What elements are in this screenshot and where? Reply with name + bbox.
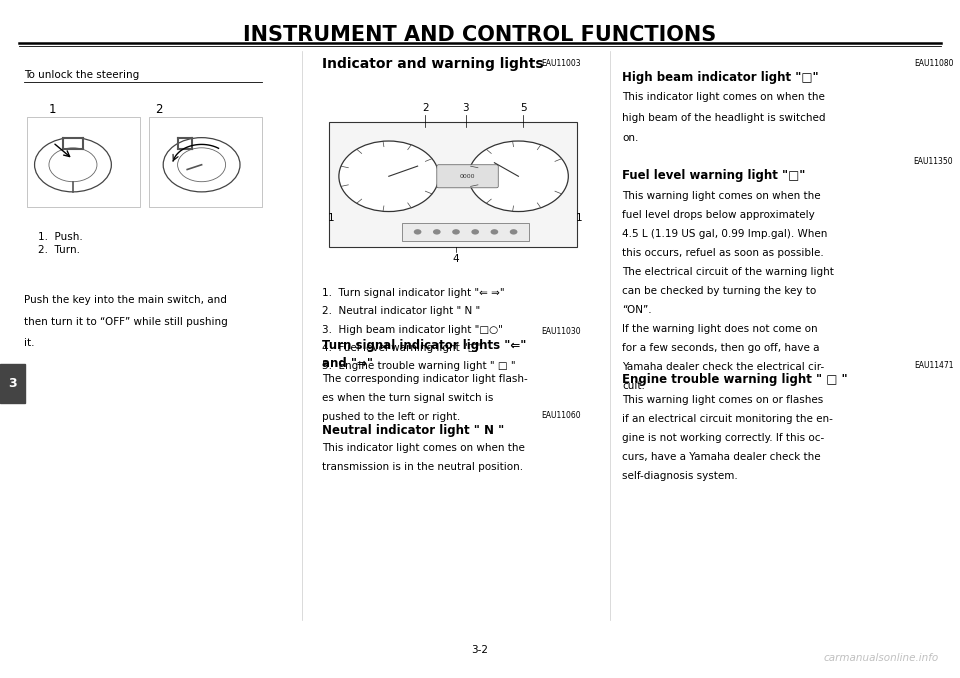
Circle shape [491, 229, 498, 235]
Text: EAU11060: EAU11060 [541, 412, 581, 420]
Text: fuel level drops below approximately: fuel level drops below approximately [622, 210, 815, 220]
Text: Engine trouble warning light " □ ": Engine trouble warning light " □ " [622, 373, 848, 386]
Text: Push the key into the main switch, and: Push the key into the main switch, and [24, 295, 227, 305]
Text: EAU11030: EAU11030 [541, 327, 581, 336]
Text: INSTRUMENT AND CONTROL FUNCTIONS: INSTRUMENT AND CONTROL FUNCTIONS [244, 25, 716, 45]
Text: This warning light comes on when the: This warning light comes on when the [622, 191, 821, 201]
Text: 3: 3 [463, 103, 468, 113]
Text: transmission is in the neutral position.: transmission is in the neutral position. [322, 462, 523, 472]
Text: EAU11471: EAU11471 [914, 361, 953, 370]
Text: 4: 4 [453, 254, 459, 264]
FancyBboxPatch shape [437, 165, 498, 188]
Text: 1.  Push.: 1. Push. [38, 232, 84, 242]
Text: es when the turn signal switch is: es when the turn signal switch is [322, 393, 493, 403]
FancyBboxPatch shape [27, 117, 140, 207]
Text: can be checked by turning the key to: can be checked by turning the key to [622, 286, 816, 296]
Text: 3.  High beam indicator light "□○": 3. High beam indicator light "□○" [322, 325, 502, 335]
Circle shape [510, 229, 517, 235]
Text: curs, have a Yamaha dealer check the: curs, have a Yamaha dealer check the [622, 452, 821, 462]
FancyBboxPatch shape [402, 223, 529, 241]
Text: “ON”.: “ON”. [622, 305, 652, 315]
Text: then turn it to “OFF” while still pushing: then turn it to “OFF” while still pushin… [24, 317, 228, 327]
Text: cuit.: cuit. [622, 381, 645, 391]
Text: This warning light comes on or flashes: This warning light comes on or flashes [622, 395, 824, 405]
Text: self-diagnosis system.: self-diagnosis system. [622, 471, 738, 481]
Text: this occurs, refuel as soon as possible.: this occurs, refuel as soon as possible. [622, 248, 824, 258]
Circle shape [452, 229, 460, 235]
Text: 5.  Engine trouble warning light " □ ": 5. Engine trouble warning light " □ " [322, 361, 516, 372]
Text: This indicator light comes on when the: This indicator light comes on when the [322, 443, 524, 453]
Text: 1.  Turn signal indicator light "⇐ ⇒": 1. Turn signal indicator light "⇐ ⇒" [322, 288, 504, 298]
Text: 1: 1 [49, 103, 57, 117]
FancyBboxPatch shape [149, 117, 262, 207]
Circle shape [471, 229, 479, 235]
Circle shape [433, 229, 441, 235]
Text: Yamaha dealer check the electrical cir-: Yamaha dealer check the electrical cir- [622, 362, 825, 372]
Text: carmanualsonline.info: carmanualsonline.info [824, 653, 939, 663]
Text: 3: 3 [9, 377, 16, 391]
Text: on.: on. [622, 133, 638, 143]
Text: 2: 2 [422, 103, 428, 113]
Text: 5: 5 [520, 103, 526, 113]
Text: Indicator and warning lights: Indicator and warning lights [322, 56, 543, 71]
Text: and "⇒": and "⇒" [322, 357, 372, 370]
Text: 2: 2 [155, 103, 162, 117]
Text: pushed to the left or right.: pushed to the left or right. [322, 412, 460, 422]
Text: High beam indicator light "□": High beam indicator light "□" [622, 71, 819, 84]
Text: Fuel level warning light "□": Fuel level warning light "□" [622, 170, 805, 182]
FancyBboxPatch shape [329, 122, 577, 247]
Text: 4.5 L (1.19 US gal, 0.99 Imp.gal). When: 4.5 L (1.19 US gal, 0.99 Imp.gal). When [622, 229, 828, 239]
Text: for a few seconds, then go off, have a: for a few seconds, then go off, have a [622, 343, 820, 353]
Text: To unlock the steering: To unlock the steering [24, 70, 139, 80]
Text: EAU11003: EAU11003 [541, 59, 581, 68]
Circle shape [468, 141, 568, 212]
Text: The corresponding indicator light flash-: The corresponding indicator light flash- [322, 374, 527, 384]
Circle shape [339, 141, 439, 212]
Text: This indicator light comes on when the: This indicator light comes on when the [622, 92, 825, 102]
FancyBboxPatch shape [0, 364, 25, 403]
Text: gine is not working correctly. If this oc-: gine is not working correctly. If this o… [622, 433, 825, 443]
Text: it.: it. [24, 338, 35, 348]
Text: 2.  Turn.: 2. Turn. [38, 245, 81, 256]
Text: high beam of the headlight is switched: high beam of the headlight is switched [622, 113, 826, 123]
Circle shape [414, 229, 421, 235]
Text: 1: 1 [576, 214, 582, 223]
Text: 1: 1 [328, 214, 334, 223]
Text: Turn signal indicator lights "⇐": Turn signal indicator lights "⇐" [322, 339, 526, 352]
Text: If the warning light does not come on: If the warning light does not come on [622, 324, 818, 334]
Text: EAU11080: EAU11080 [914, 59, 953, 68]
Text: Neutral indicator light " N ": Neutral indicator light " N " [322, 424, 504, 437]
Text: if an electrical circuit monitoring the en-: if an electrical circuit monitoring the … [622, 414, 833, 424]
Text: 3-2: 3-2 [471, 645, 489, 654]
Text: 2.  Neutral indicator light " N ": 2. Neutral indicator light " N " [322, 306, 480, 317]
Text: EAU11350: EAU11350 [914, 157, 953, 166]
Text: 0000: 0000 [460, 174, 475, 179]
Text: 4.  Fuel level warning light "□": 4. Fuel level warning light "□" [322, 343, 482, 353]
Text: The electrical circuit of the warning light: The electrical circuit of the warning li… [622, 267, 834, 277]
